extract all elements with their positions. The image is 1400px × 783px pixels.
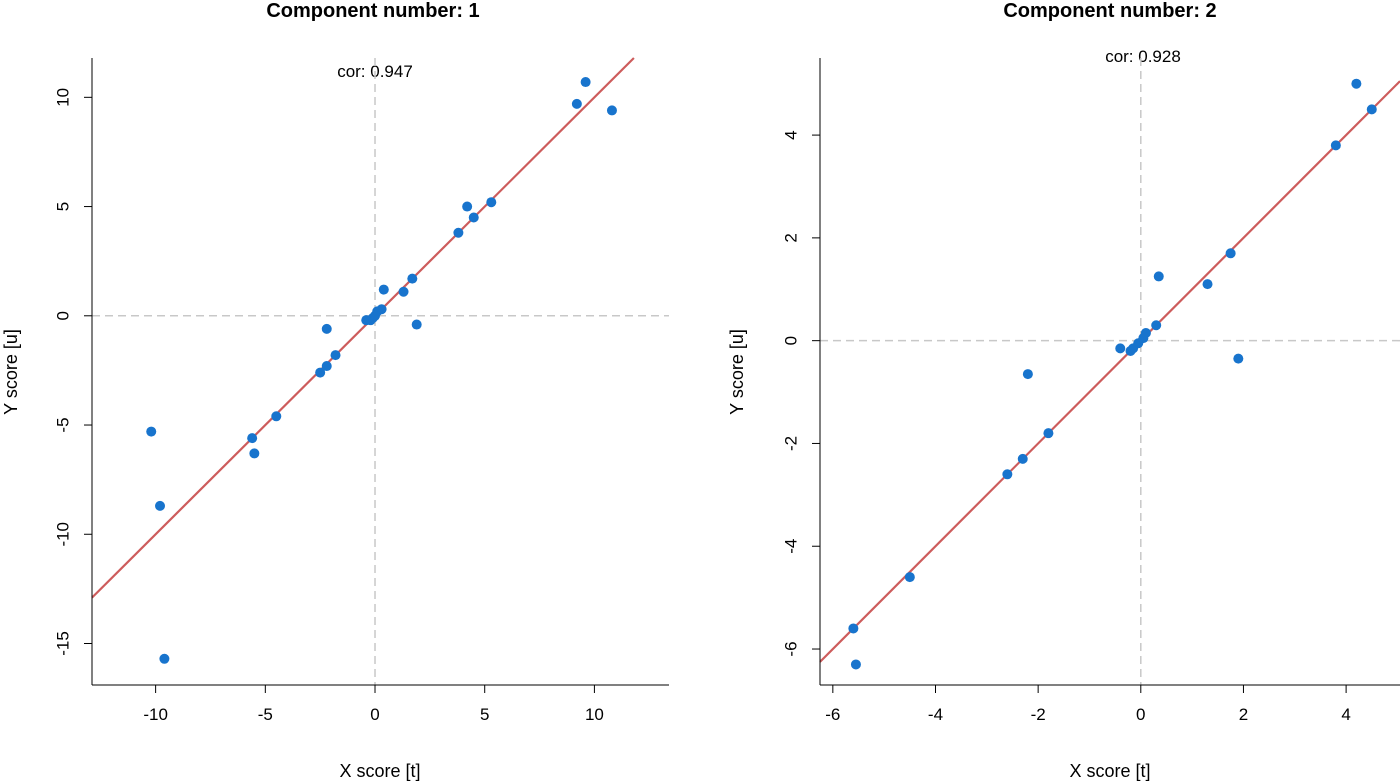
data-point: [486, 197, 497, 208]
y-axis-label-1: Y score [u]: [1, 329, 21, 415]
data-point: [468, 212, 479, 223]
data-point: [606, 105, 617, 116]
x-axis-label-1: X score [t]: [339, 761, 420, 781]
x-tick-label: 5: [480, 705, 489, 724]
reference-lines-2: [820, 58, 1400, 685]
x-tick-label: -10: [143, 705, 168, 724]
data-point: [146, 426, 157, 437]
data-point: [1043, 428, 1054, 439]
x-tick-label: 0: [370, 705, 379, 724]
data-point: [1140, 327, 1151, 338]
data-point: [271, 411, 282, 422]
data-point: [321, 323, 332, 334]
fit-line-1: [91, 57, 635, 599]
data-point: [330, 350, 341, 361]
chart-title-2: Component number: 2: [1003, 0, 1216, 22]
data-point: [398, 286, 409, 297]
data-point: [848, 623, 859, 634]
data-point: [1017, 453, 1028, 464]
y-tick-label: 2: [781, 233, 800, 242]
x-tick-label: -4: [928, 705, 943, 724]
data-point: [321, 361, 332, 372]
data-point: [1225, 248, 1236, 259]
y-tick-label: -2: [781, 436, 800, 451]
y-tick-label: 0: [53, 311, 72, 320]
y-tick-label: 0: [781, 336, 800, 345]
data-point: [249, 448, 260, 459]
chart-panel-2: Component number: 2 X score [t] Y score …: [727, 0, 1400, 781]
data-point: [1330, 140, 1341, 151]
y-tick-label: -10: [53, 522, 72, 547]
y-tick-label: 5: [53, 202, 72, 211]
y-tick-label: -5: [53, 417, 72, 432]
data-point: [407, 273, 418, 284]
data-point: [1151, 320, 1162, 331]
x-tick-label: 4: [1341, 705, 1350, 724]
chart-title-1: Component number: 1: [266, 0, 479, 22]
data-point: [155, 500, 166, 511]
fit-line-2: [819, 80, 1400, 663]
y-axis-label-2: Y score [u]: [727, 329, 747, 415]
y-tick-label: -4: [781, 539, 800, 554]
y-tick-label: -15: [53, 631, 72, 656]
axes-2: -6 -4 -2 0 2 4 -6 -4 -2 0 2 4: [781, 58, 1400, 724]
data-point: [315, 367, 326, 378]
x-axis-label-2: X score [t]: [1069, 761, 1150, 781]
x-tick-label: 10: [585, 705, 604, 724]
data-point: [1022, 369, 1033, 380]
correlation-annotation-2: cor: 0.928: [1105, 47, 1181, 66]
data-point: [411, 319, 422, 330]
data-point: [159, 653, 170, 664]
x-tick-label: 2: [1239, 705, 1248, 724]
data-point: [453, 227, 464, 238]
chart-panel-1: Component number: 1 X score [t] Y score …: [1, 0, 669, 781]
data-point: [1366, 104, 1377, 115]
x-tick-label: -5: [258, 705, 273, 724]
x-tick-label: 0: [1136, 705, 1145, 724]
data-points-2: [848, 78, 1377, 670]
data-point: [1233, 353, 1244, 364]
data-point: [1002, 469, 1013, 480]
regression-line: [819, 80, 1400, 663]
data-point: [904, 572, 915, 583]
data-point: [376, 304, 387, 315]
data-point: [462, 201, 473, 212]
reference-lines-1: [92, 58, 669, 685]
data-points-1: [146, 77, 617, 664]
data-point: [247, 433, 258, 444]
y-tick-label: 4: [781, 130, 800, 139]
y-tick-label: -6: [781, 641, 800, 656]
data-point: [850, 659, 861, 670]
data-point: [1202, 279, 1213, 290]
regression-line: [91, 57, 635, 599]
y-tick-label: 10: [53, 88, 72, 107]
data-point: [1351, 78, 1362, 89]
x-tick-label: -6: [825, 705, 840, 724]
data-point: [378, 284, 389, 295]
data-point: [571, 98, 582, 109]
axes-1: -10 -5 0 5 10 -15 -10 -5 0 5 10: [53, 58, 669, 724]
data-point: [580, 77, 591, 88]
x-tick-label: -2: [1031, 705, 1046, 724]
data-point: [1115, 343, 1126, 354]
data-point: [1153, 271, 1164, 282]
